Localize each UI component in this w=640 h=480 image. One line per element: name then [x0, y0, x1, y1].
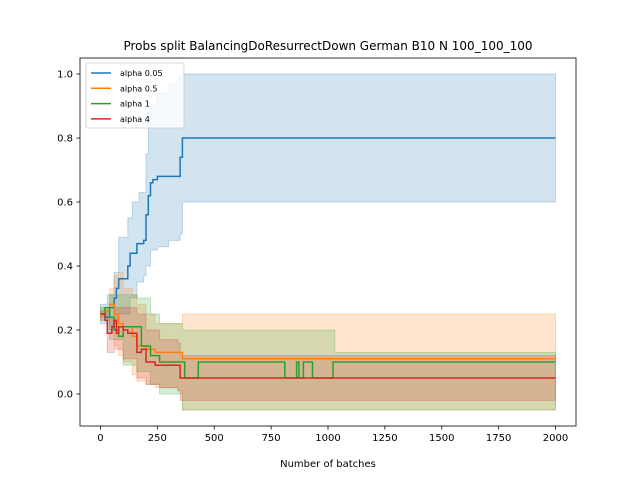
x-tick-label: 2000	[543, 433, 568, 444]
series-lines	[100, 137, 556, 379]
x-tick-label: 500	[205, 433, 224, 444]
legend-label-0: alpha 0.05	[120, 69, 163, 78]
x-tick-label: 1000	[315, 433, 340, 444]
series-line-1	[100, 303, 556, 360]
confidence-band-3	[100, 307, 556, 401]
y-tick-label: 0.2	[57, 326, 73, 337]
x-tick-label: 1250	[372, 433, 397, 444]
x-tick-label: 1750	[486, 433, 511, 444]
x-tick-label: 1500	[429, 433, 454, 444]
x-tick-label: 750	[262, 433, 281, 444]
y-tick-label: 0.8	[57, 134, 73, 145]
y-tick-label: 1.0	[57, 70, 73, 81]
legend: alpha 0.05 alpha 0.5 alpha 1 alpha 4	[85, 62, 185, 129]
legend-label-1: alpha 0.5	[120, 84, 157, 93]
series-line-0	[100, 137, 556, 318]
y-tick-label: 0.0	[57, 390, 73, 401]
confidence-band-1	[100, 271, 556, 411]
legend-box	[85, 62, 185, 129]
y-tick-label: 0.4	[57, 262, 73, 273]
series-line-3	[100, 313, 556, 379]
y-tick-label: 0.6	[57, 198, 73, 209]
confidence-band-2	[100, 294, 556, 411]
x-axis-label: Number of batches	[280, 459, 376, 470]
x-tick-label: 0	[97, 433, 103, 444]
chart-title: Probs split BalancingDoResurrectDown Ger…	[123, 39, 532, 53]
legend-label-2: alpha 1	[120, 100, 150, 109]
y-axis-ticks: 0.0 0.2 0.4 0.6 0.8 1.0	[57, 70, 80, 401]
x-tick-label: 250	[148, 433, 167, 444]
x-axis-ticks: 0 250 500 750 1000 1250 1500 1750 2000	[97, 426, 568, 444]
legend-label-3: alpha 4	[120, 115, 150, 124]
